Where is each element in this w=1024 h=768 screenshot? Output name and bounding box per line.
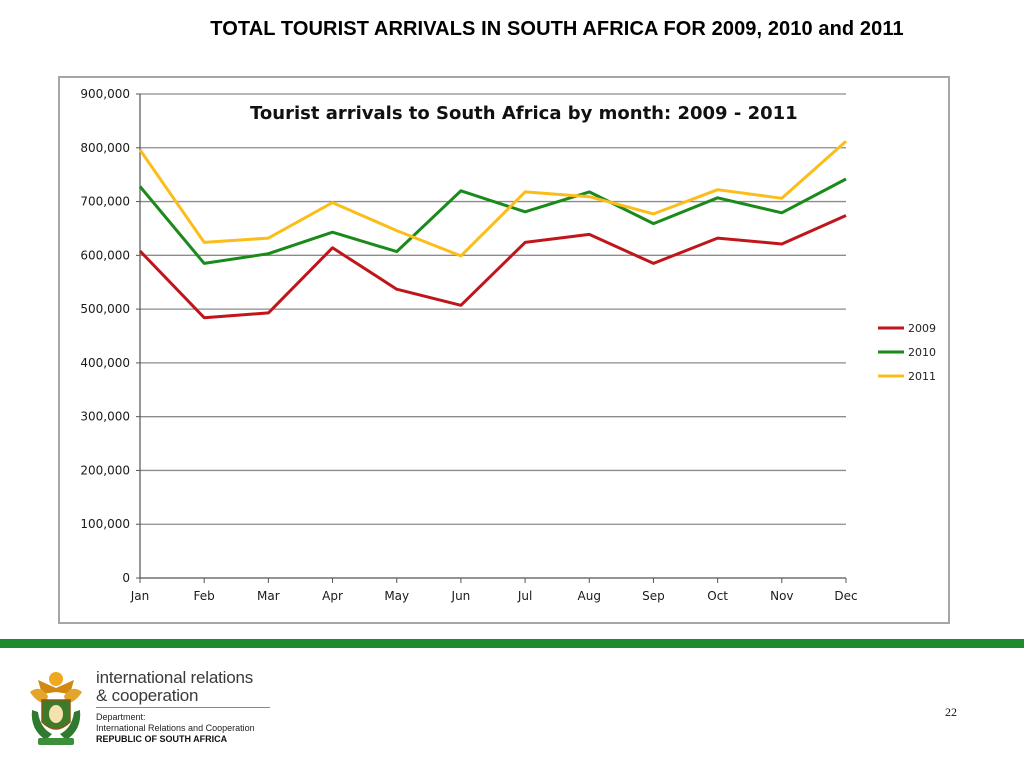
x-tick-label: Mar: [257, 589, 280, 603]
y-tick-label: 200,000: [80, 463, 130, 477]
series-line-2010: [138, 177, 847, 265]
department-label: Department:: [96, 712, 146, 722]
department-name: International Relations and Cooperation: [96, 723, 255, 733]
y-tick-label: 900,000: [80, 87, 130, 101]
y-tick-label: 800,000: [80, 141, 130, 155]
legend-label: 2010: [908, 346, 936, 359]
chart-title: Tourist arrivals to South Africa by mont…: [250, 103, 798, 124]
y-tick-label: 100,000: [80, 517, 130, 531]
chart-frame: Tourist arrivals to South Africa by mont…: [58, 76, 950, 624]
x-tick-label: Jun: [451, 589, 471, 603]
series-line-2009: [138, 214, 847, 320]
x-tick-label: Nov: [770, 589, 793, 603]
x-tick-label: Dec: [834, 589, 857, 603]
footer-band: [0, 639, 1024, 648]
line-chart: Tourist arrivals to South Africa by mont…: [80, 87, 936, 603]
series-line-2011: [138, 140, 847, 258]
org-name-line-1: international relations: [96, 668, 253, 687]
y-tick-label: 500,000: [80, 302, 130, 316]
footer: international relations & cooperation De…: [0, 648, 1024, 768]
x-tick-label: Feb: [194, 589, 215, 603]
x-tick-label: Sep: [642, 589, 665, 603]
divider: [96, 707, 270, 708]
x-tick-label: Aug: [578, 589, 601, 603]
x-tick-label: Jan: [130, 589, 150, 603]
y-tick-label: 300,000: [80, 410, 130, 424]
y-tick-label: 700,000: [80, 195, 130, 209]
legend-label: 2011: [908, 370, 936, 383]
y-tick-label: 400,000: [80, 356, 130, 370]
page-number: 22: [945, 705, 957, 719]
country-name: REPUBLIC OF SOUTH AFRICA: [96, 734, 228, 744]
slide-title: TOTAL TOURIST ARRIVALS IN SOUTH AFRICA F…: [210, 18, 904, 40]
x-tick-label: May: [384, 589, 409, 603]
org-name-line-2: & cooperation: [96, 686, 199, 705]
y-tick-label: 600,000: [80, 248, 130, 262]
x-tick-label: Apr: [322, 589, 343, 603]
coat-of-arms-logo: [30, 672, 82, 745]
legend-label: 2009: [908, 322, 936, 335]
x-tick-label: Oct: [707, 589, 728, 603]
y-tick-label: 0: [122, 571, 130, 585]
x-tick-label: Jul: [517, 589, 532, 603]
